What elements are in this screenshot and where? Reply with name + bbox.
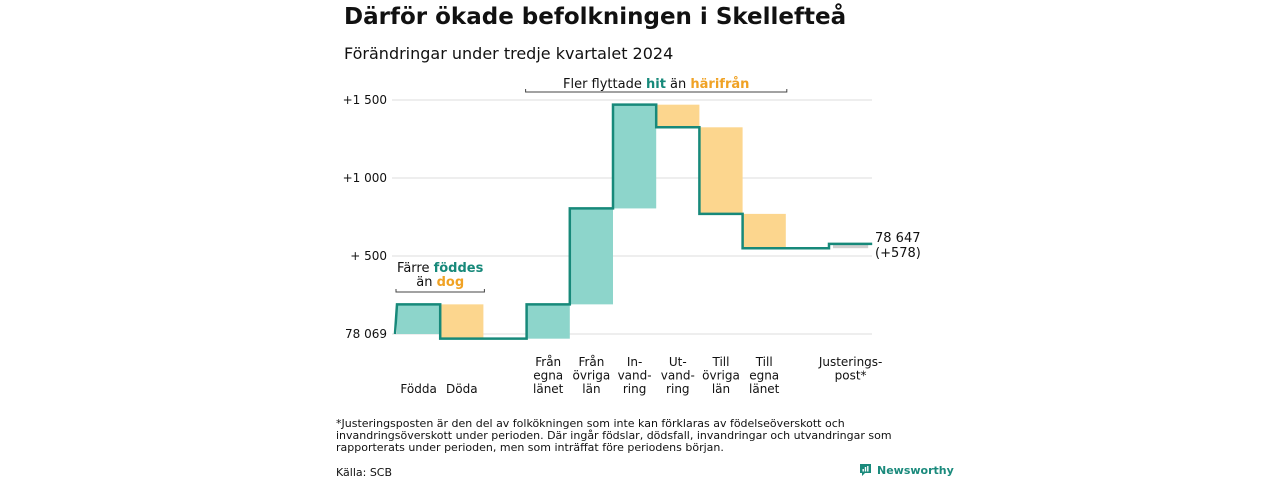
x-category-label: Ut-vand-ring	[661, 355, 695, 396]
waterfall-bar	[656, 104, 700, 128]
annotation-text: än dog	[416, 275, 464, 290]
source-label: Källa: SCB	[336, 466, 393, 479]
waterfall-bar	[440, 304, 484, 339]
waterfall-bar	[526, 304, 570, 339]
annotation-text: Färre föddes	[397, 261, 484, 276]
waterfall-bar	[613, 104, 657, 209]
end-change-label: (+578)	[875, 246, 921, 261]
y-tick-label: + 500	[350, 249, 387, 263]
annotation-bracket	[395, 289, 485, 293]
waterfall-bar	[699, 127, 743, 214]
x-category-label: Till egna länet	[749, 355, 780, 396]
newsworthy-logo-text: Newsworthy	[877, 463, 954, 477]
chart-title: Därför ökade befolkningen i Skellefteå	[344, 4, 847, 30]
cumulative-step-line	[393, 103, 873, 340]
x-category-label: Från övriga län	[573, 355, 611, 396]
footnote: *Justeringsposten är den del av folkökni…	[336, 417, 892, 454]
waterfall-bar	[833, 243, 869, 249]
x-category-label: Från egna länet	[533, 355, 564, 396]
annotation-bracket	[525, 89, 788, 93]
waterfall-bar	[569, 208, 613, 305]
x-category-label: Döda	[446, 382, 478, 396]
newsworthy-logo-icon	[860, 464, 871, 476]
chart-subtitle: Förändringar under tredje kvartalet 2024	[344, 44, 674, 63]
end-value-label: 78 647	[875, 231, 921, 246]
newsworthy-logo: Newsworthy	[859, 463, 954, 477]
x-category-label: Till övriga län	[702, 355, 740, 396]
x-category-label: In-vand-ring	[618, 355, 652, 396]
waterfall-bar	[397, 304, 441, 334]
annotation-text: Fler flyttade hit än härifrån	[563, 77, 749, 92]
x-category-label: Justerings-post*	[818, 355, 883, 383]
y-tick-label: +1 000	[343, 171, 387, 185]
waterfall-chart: 78 069 + 500 +1 000 +1 500 Födda Döda Från egna…	[343, 77, 921, 396]
x-category-label: Födda	[400, 382, 436, 396]
y-tick-label: 78 069	[345, 327, 387, 341]
waterfall-bar	[742, 213, 786, 249]
y-tick-label: +1 500	[343, 93, 387, 107]
